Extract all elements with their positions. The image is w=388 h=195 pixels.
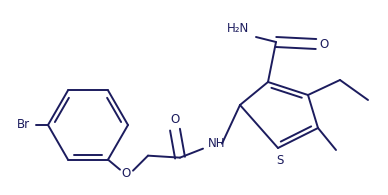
Text: O: O (319, 37, 329, 51)
Text: O: O (170, 113, 180, 126)
Text: Br: Br (17, 119, 30, 131)
Text: O: O (121, 167, 131, 180)
Text: H₂N: H₂N (227, 21, 249, 35)
Text: S: S (276, 153, 284, 167)
Text: NH: NH (208, 137, 225, 150)
